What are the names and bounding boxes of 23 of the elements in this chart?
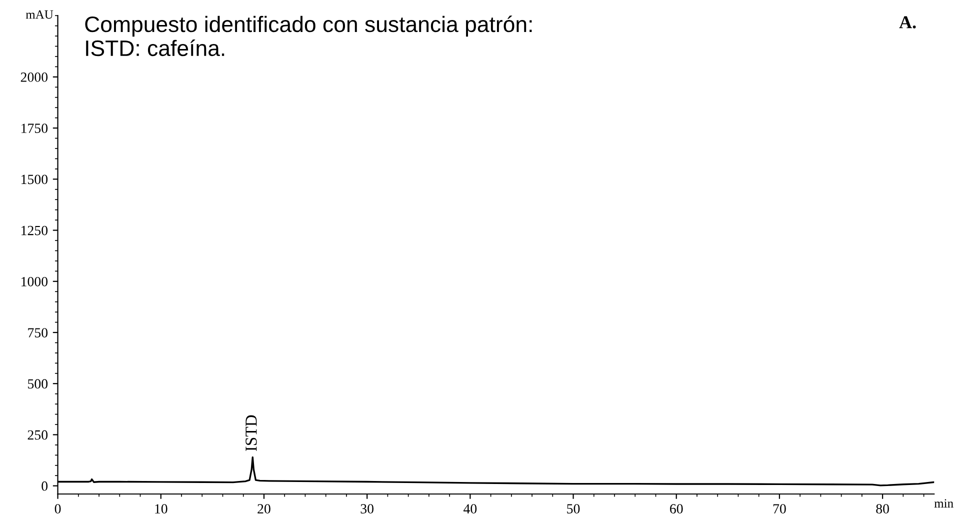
y-tick-label: 250 (28, 430, 48, 440)
x-axis-title: min (934, 499, 954, 508)
y-tick-label: 750 (28, 328, 48, 338)
y-tick-label: 0 (42, 481, 48, 491)
y-tick-label: 1250 (22, 226, 48, 236)
x-tick-label: 0 (54, 504, 61, 514)
chart-title: Compuesto identificado con sustancia patrón: ISTD: cafeína. (85, 16, 532, 56)
x-tick-label: 20 (258, 504, 270, 514)
x-tick-label: 30 (360, 504, 374, 514)
x-tick-label: 70 (773, 504, 786, 514)
y-tick-label: 1000 (22, 276, 48, 286)
x-tick-label: 50 (567, 504, 580, 514)
x-tick-label: 10 (155, 504, 168, 514)
y-tick-label: 1500 (22, 174, 48, 184)
y-tick-label: 1750 (22, 124, 48, 133)
y-tick-label: 2000 (20, 72, 48, 82)
x-tick-label: 60 (670, 504, 683, 514)
y-axis-title: mAU (26, 10, 54, 19)
y-tick-label: 500 (28, 379, 48, 389)
annotation: A. (899, 16, 916, 28)
x-tick-label: 80 (876, 504, 889, 514)
x-tick-label: 40 (463, 504, 477, 514)
annotation: ISTD (246, 415, 257, 452)
